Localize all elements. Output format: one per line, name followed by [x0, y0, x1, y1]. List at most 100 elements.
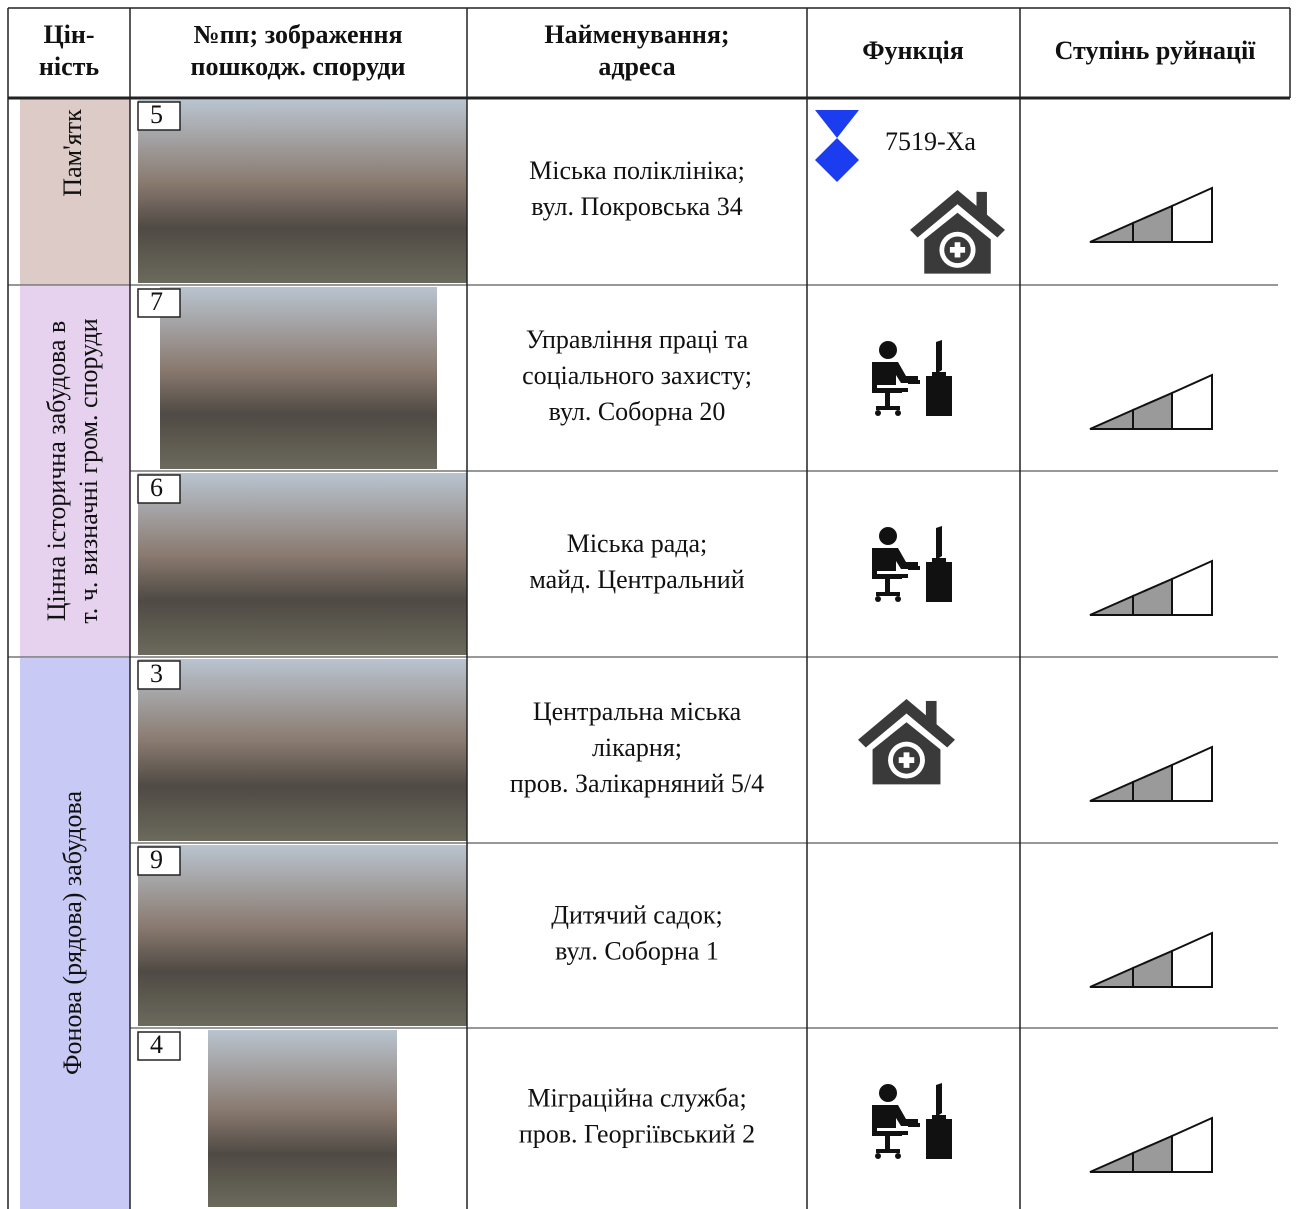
icon-part — [898, 388, 908, 392]
icon-part — [876, 1149, 900, 1153]
number: 5 — [150, 100, 163, 129]
name: лікарня; — [592, 733, 682, 762]
group-label: Цінна історична забудова в т. ч. визначні… — [42, 318, 103, 623]
icon-part — [910, 190, 1005, 238]
destruction-icon — [1089, 745, 1213, 802]
name: Дитячий садок; — [551, 900, 723, 929]
name: пров. Георгіївський 2 — [519, 1119, 755, 1148]
icon-part — [876, 362, 918, 385]
icon-part — [885, 393, 890, 407]
photo — [208, 1030, 397, 1207]
icon-part — [926, 1119, 952, 1159]
icon-part — [876, 592, 900, 596]
icon-part — [898, 1131, 908, 1135]
photo — [138, 659, 467, 841]
icon-part — [895, 1153, 901, 1159]
name: Міська рада; — [567, 529, 708, 558]
destruction-icon — [1089, 559, 1213, 616]
level-segment — [1089, 1151, 1134, 1173]
group-label-text: Фонова (рядова) забудова — [58, 791, 87, 1075]
group-label-text: Пам'ятк — [58, 109, 87, 197]
emblem-icon — [815, 110, 859, 182]
icon-part — [932, 558, 946, 562]
icon-part — [875, 596, 881, 602]
group-cell — [20, 286, 130, 657]
level-segment — [1132, 763, 1173, 802]
header-cell: адреса — [598, 52, 675, 81]
icon-part — [936, 1083, 942, 1117]
icon-part — [872, 1105, 877, 1135]
group-label: Фонова (рядова) забудова — [58, 791, 87, 1075]
icon-part — [898, 757, 915, 764]
level-segment — [1171, 1116, 1213, 1173]
icon-part — [879, 341, 897, 359]
icon-part — [908, 1123, 920, 1127]
number: 7 — [150, 287, 163, 316]
hospital-icon — [910, 190, 1005, 274]
level-segment — [1171, 931, 1213, 988]
photo — [138, 845, 467, 1026]
level-segment — [1132, 391, 1173, 430]
header-cell: Найменування; — [544, 20, 729, 49]
icon-part — [875, 1153, 881, 1159]
number-box — [137, 660, 181, 690]
number: 4 — [150, 1030, 163, 1059]
group-label: Пам'ятк — [58, 109, 87, 197]
level-segment — [1171, 559, 1213, 616]
group-cell — [20, 99, 130, 285]
level-segment — [1089, 408, 1134, 430]
icon-part — [932, 1115, 946, 1119]
header-cell: пошкодж. споруди — [191, 52, 406, 81]
header-cell: Функція — [862, 36, 964, 65]
icon-part — [885, 579, 890, 593]
icon-part — [908, 566, 920, 570]
level-segment — [1132, 1134, 1173, 1173]
icon-part — [908, 380, 920, 384]
office-icon — [872, 1083, 952, 1159]
icon-part — [885, 1136, 890, 1150]
icon-part — [926, 562, 952, 602]
name: вул. Покровська 34 — [531, 192, 742, 221]
name: Міська поліклініка; — [529, 156, 745, 185]
level-segment — [1089, 221, 1134, 243]
icon-part — [858, 699, 955, 748]
icon-part — [872, 574, 902, 579]
name: пров. Залікарняний 5/4 — [510, 769, 764, 798]
icon-part — [879, 527, 897, 545]
office-icon — [872, 526, 952, 602]
name: соціального захисту; — [522, 361, 752, 390]
name: вул. Соборна 1 — [555, 936, 719, 965]
header-cell: ність — [39, 52, 100, 81]
icon-part — [898, 574, 908, 578]
icon-part — [876, 1105, 918, 1128]
icon-part — [895, 596, 901, 602]
group-label-text: т. ч. визначні гром. споруди — [74, 318, 103, 623]
header-cell: №пп; зображення — [193, 20, 402, 49]
number-box — [137, 846, 181, 876]
function-code: 7519-Ха — [885, 127, 976, 156]
destruction-icon — [1089, 1116, 1213, 1173]
name: майд. Центральний — [529, 565, 744, 594]
icon-part — [895, 410, 901, 416]
destruction-icon — [1089, 373, 1213, 430]
icon-part — [872, 548, 877, 578]
group-cell — [20, 658, 130, 1209]
level-segment — [1089, 780, 1134, 802]
level-segment — [1089, 594, 1134, 616]
number-box — [137, 474, 181, 504]
number-box — [137, 288, 181, 318]
number: 3 — [150, 659, 163, 688]
header-cell: Цін- — [43, 20, 94, 49]
icon-part — [936, 340, 942, 374]
name: Управління праці та — [526, 325, 749, 354]
icon-part — [875, 410, 881, 416]
icon-part — [876, 406, 900, 410]
icon-part — [872, 362, 877, 392]
level-segment — [1171, 186, 1213, 243]
office-icon — [872, 340, 952, 416]
header-cell: Ступінь руйнації — [1055, 36, 1257, 65]
level-segment — [1132, 577, 1173, 616]
name: Центральна міська — [533, 697, 742, 726]
emblem-part — [815, 110, 859, 138]
